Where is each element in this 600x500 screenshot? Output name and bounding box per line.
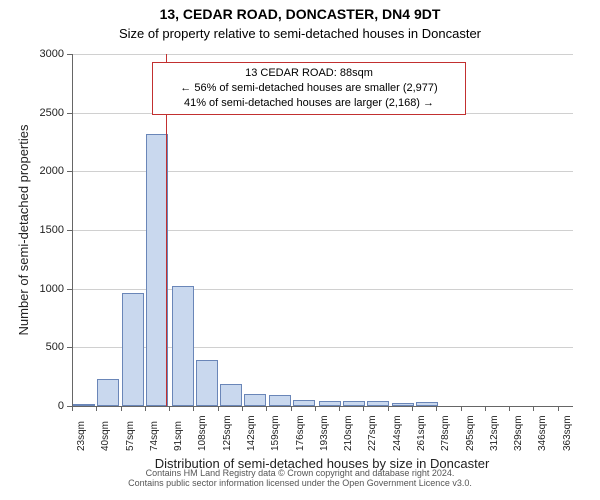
footer-attribution: Contains HM Land Registry data © Crown c… xyxy=(0,468,600,488)
x-tick-label: 227sqm xyxy=(367,415,378,451)
y-tick-label: 3000 xyxy=(0,48,64,60)
y-tick xyxy=(67,230,72,231)
y-tick xyxy=(67,347,72,348)
y-tick-label: 500 xyxy=(0,341,64,353)
y-tick-label: 1000 xyxy=(0,283,64,295)
x-tick xyxy=(291,406,292,411)
x-tick-label: 108sqm xyxy=(197,415,208,451)
x-tick-label: 295sqm xyxy=(465,415,476,451)
bar xyxy=(244,394,266,406)
x-tick xyxy=(558,406,559,411)
x-tick xyxy=(169,406,170,411)
x-tick-label: 346sqm xyxy=(537,415,548,451)
x-tick-label: 244sqm xyxy=(392,415,403,451)
x-tick xyxy=(412,406,413,411)
annotation-line: 13 CEDAR ROAD: 88sqm xyxy=(159,66,459,81)
y-tick xyxy=(67,113,72,114)
x-tick-label: 74sqm xyxy=(149,421,160,451)
x-tick-label: 312sqm xyxy=(489,415,500,451)
x-tick xyxy=(121,406,122,411)
x-tick xyxy=(461,406,462,411)
x-tick-label: 210sqm xyxy=(343,415,354,451)
x-tick xyxy=(193,406,194,411)
bar xyxy=(220,384,242,406)
x-tick xyxy=(145,406,146,411)
bar xyxy=(319,401,341,406)
chart-title-main: 13, CEDAR ROAD, DONCASTER, DN4 9DT xyxy=(0,6,600,22)
y-tick xyxy=(67,289,72,290)
y-tick xyxy=(67,54,72,55)
x-tick xyxy=(339,406,340,411)
annotation-box: 13 CEDAR ROAD: 88sqm← 56% of semi-detach… xyxy=(152,62,466,115)
grid-line xyxy=(73,54,573,55)
x-tick xyxy=(96,406,97,411)
x-tick xyxy=(388,406,389,411)
bar xyxy=(97,379,119,406)
chart-title-sub: Size of property relative to semi-detach… xyxy=(0,26,600,41)
x-tick-label: 193sqm xyxy=(319,415,330,451)
x-tick xyxy=(533,406,534,411)
x-tick-label: 176sqm xyxy=(295,415,306,451)
bar xyxy=(343,401,365,406)
x-tick-label: 40sqm xyxy=(100,421,111,451)
annotation-line: ← 56% of semi-detached houses are smalle… xyxy=(159,81,459,96)
x-tick-label: 329sqm xyxy=(513,415,524,451)
x-tick-label: 278sqm xyxy=(440,415,451,451)
y-tick-label: 1500 xyxy=(0,224,64,236)
bar xyxy=(146,134,168,406)
bar xyxy=(172,286,194,406)
x-tick xyxy=(363,406,364,411)
x-tick xyxy=(436,406,437,411)
bar xyxy=(73,404,95,406)
x-tick xyxy=(485,406,486,411)
bar xyxy=(416,402,438,406)
y-tick-label: 2000 xyxy=(0,165,64,177)
x-tick xyxy=(72,406,73,411)
y-tick-label: 0 xyxy=(0,400,64,412)
annotation-line: 41% of semi-detached houses are larger (… xyxy=(159,96,459,111)
y-tick-label: 2500 xyxy=(0,107,64,119)
x-tick-label: 91sqm xyxy=(173,421,184,451)
x-tick xyxy=(218,406,219,411)
bar xyxy=(269,395,291,406)
bar xyxy=(293,400,315,406)
bar xyxy=(122,293,144,406)
x-tick xyxy=(242,406,243,411)
x-tick-label: 261sqm xyxy=(416,415,427,451)
x-tick xyxy=(509,406,510,411)
x-tick-label: 159sqm xyxy=(270,415,281,451)
x-tick-label: 142sqm xyxy=(246,415,257,451)
y-tick xyxy=(67,171,72,172)
bar xyxy=(392,403,414,406)
bar xyxy=(367,401,389,406)
bar xyxy=(196,360,218,406)
x-tick xyxy=(315,406,316,411)
x-tick-label: 125sqm xyxy=(222,415,233,451)
x-tick-label: 23sqm xyxy=(76,421,87,451)
x-tick-label: 363sqm xyxy=(562,415,573,451)
x-tick-label: 57sqm xyxy=(125,421,136,451)
x-tick xyxy=(266,406,267,411)
